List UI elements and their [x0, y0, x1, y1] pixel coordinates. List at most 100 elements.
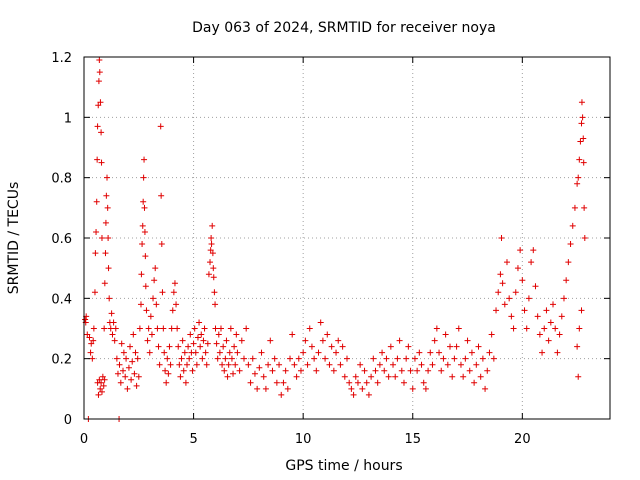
data-point [381, 367, 388, 374]
data-point [103, 192, 110, 199]
data-point [204, 340, 211, 347]
data-point [536, 331, 543, 338]
data-point [579, 114, 586, 121]
data-point [236, 367, 243, 374]
data-point [273, 379, 280, 386]
data-point [254, 385, 261, 392]
data-point [251, 370, 258, 377]
data-point [488, 331, 495, 338]
data-point [539, 349, 546, 356]
data-point [158, 241, 165, 248]
data-point [88, 340, 95, 347]
data-point [471, 379, 478, 386]
data-point [152, 265, 159, 272]
y-tick-label: 0.8 [51, 172, 72, 187]
data-point [196, 319, 203, 326]
data-point [186, 355, 193, 362]
data-point [534, 313, 541, 320]
data-point [365, 391, 372, 398]
data-point [574, 180, 581, 187]
data-point [578, 120, 585, 127]
data-point [438, 367, 445, 374]
data-point [108, 310, 115, 317]
y-tick-label: 0.4 [51, 292, 72, 307]
data-point [354, 379, 361, 386]
data-point [372, 367, 379, 374]
data-point [95, 102, 102, 109]
data-point [86, 334, 93, 341]
data-point [156, 361, 163, 368]
data-point [162, 367, 169, 374]
data-point [350, 391, 357, 398]
data-point [541, 325, 548, 332]
data-point [578, 307, 585, 314]
data-point [449, 373, 456, 380]
data-point [576, 325, 583, 332]
data-point [284, 385, 291, 392]
x-tick-label: 15 [404, 432, 421, 447]
data-point [547, 319, 554, 326]
data-point [120, 349, 127, 356]
data-point [98, 235, 105, 241]
data-point [348, 385, 355, 392]
data-point [167, 361, 174, 368]
data-point [146, 349, 153, 356]
x-tick-label: 20 [514, 432, 531, 447]
data-point [575, 174, 582, 181]
data-point [158, 192, 165, 199]
data-point [425, 367, 432, 374]
data-point [243, 325, 250, 332]
data-point [133, 382, 140, 389]
data-point [433, 325, 440, 332]
data-point [105, 265, 112, 272]
data-point [137, 301, 144, 308]
data-point [185, 343, 192, 350]
data-point [82, 316, 89, 323]
data-point [519, 277, 526, 284]
data-point [581, 235, 588, 241]
data-point [300, 349, 307, 356]
data-point [394, 355, 401, 362]
data-point [431, 337, 438, 344]
x-tick-label: 10 [295, 432, 312, 447]
data-point [455, 325, 462, 332]
data-point [173, 301, 180, 308]
data-point [201, 325, 208, 332]
data-point [141, 204, 148, 211]
data-point [143, 307, 150, 314]
data-point [346, 379, 353, 386]
data-point [135, 373, 142, 380]
data-point [341, 373, 348, 380]
data-point [269, 367, 276, 374]
data-point [578, 99, 585, 106]
data-point [308, 343, 315, 350]
data-point [444, 361, 451, 368]
data-point [112, 325, 119, 332]
data-point [271, 355, 278, 362]
data-point [174, 325, 181, 332]
data-point [217, 325, 224, 332]
data-point [475, 343, 482, 350]
data-point [110, 319, 117, 326]
data-point [319, 337, 326, 344]
data-point [98, 388, 105, 395]
data-point [267, 337, 274, 344]
data-point [297, 367, 304, 374]
data-point [383, 355, 390, 362]
data-point [453, 343, 460, 350]
data-point [101, 325, 108, 332]
data-point [390, 361, 397, 368]
data-point [177, 373, 184, 380]
data-point [148, 331, 155, 338]
data-point [130, 331, 137, 338]
data-point [414, 367, 421, 374]
data-point [501, 301, 508, 308]
data-point [514, 265, 521, 272]
data-point [141, 156, 148, 163]
data-point [376, 361, 383, 368]
data-point [138, 271, 145, 278]
data-point [333, 349, 340, 356]
data-point [100, 382, 107, 389]
axis-ticks: 0 5 10 15 20 0 0.2 0.4 0.6 0.8 1 1.2 [51, 51, 610, 447]
data-point [194, 334, 201, 341]
